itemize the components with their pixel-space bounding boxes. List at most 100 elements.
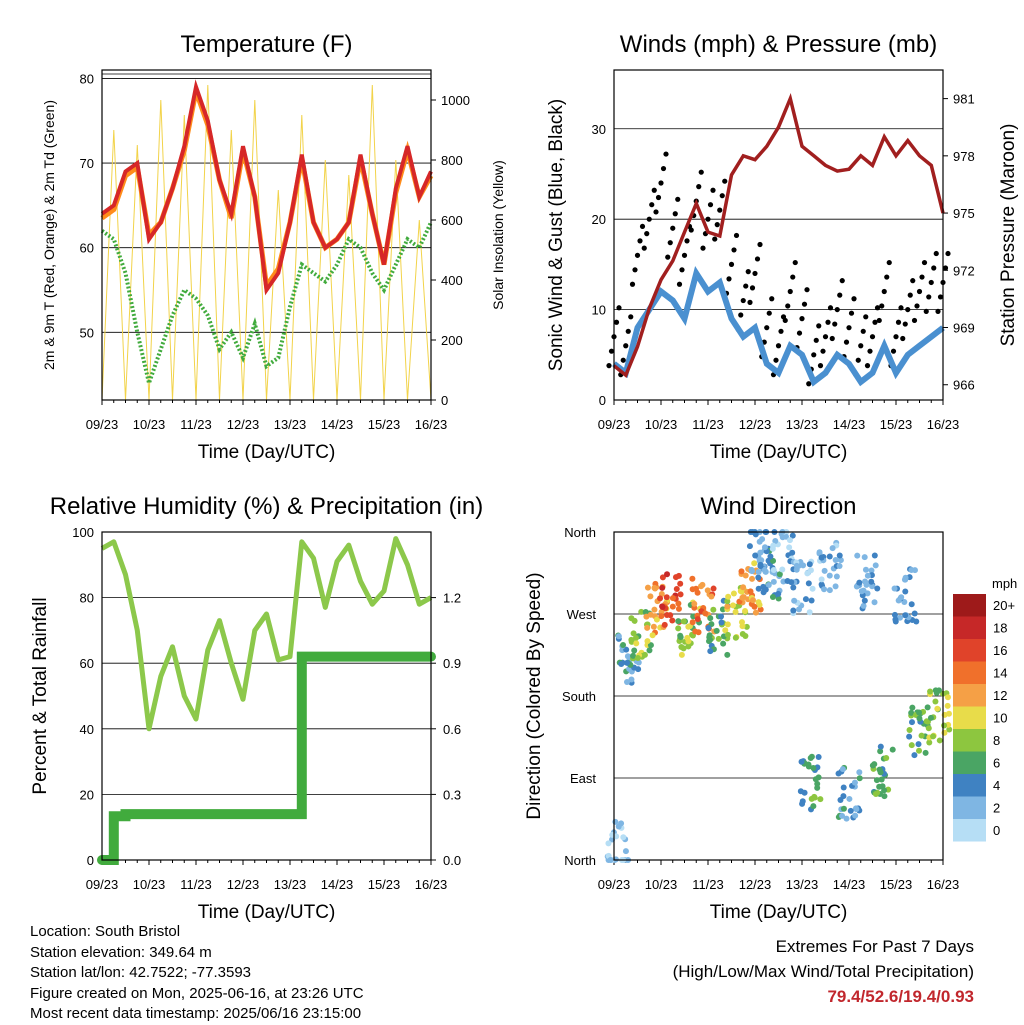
direction-point [653,616,660,623]
gust-point [719,193,725,199]
gust-point [933,250,939,257]
direction-point [694,589,701,596]
direction-point [607,857,614,863]
direction-point [624,659,631,666]
gust-point [834,306,840,313]
direction-point [738,619,745,626]
direction-point [856,769,863,776]
colorbar-swatch [953,819,986,842]
direction-point [615,633,622,640]
direction-point [871,552,878,559]
colorbar-label: 8 [993,733,1000,748]
direction-point [906,726,913,733]
direction-point [715,635,722,642]
colorbar-swatch [953,616,986,639]
gust-point [804,287,810,293]
direction-point [941,729,948,736]
y2-tick-label: 0 [441,393,448,408]
direction-point [916,715,923,722]
direction-point [742,572,749,579]
direction-point [789,532,796,539]
y-tick-label: 10 [592,303,606,318]
direction-point [628,636,635,643]
direction-point [851,779,858,786]
direction-point [720,640,727,647]
y-tick-label: North [564,525,596,540]
y2-tick-label: 978 [953,149,975,164]
gust-point [700,245,706,251]
gust-point [688,227,694,233]
direction-point [651,606,658,613]
direction-point [872,562,879,569]
direction-point [806,609,813,616]
direction-point [675,618,682,625]
direction-point [678,643,685,650]
y2-tick-label: 981 [953,92,975,107]
direction-point [833,573,840,580]
gust-point [625,328,631,334]
gust-point [907,292,913,298]
direction-point [839,766,846,773]
x-axis-label: Time (Day/UTC) [198,902,336,923]
direction-point [808,597,815,604]
gust-point [712,236,718,242]
gust-point [832,321,838,327]
x-tick-label: 16/23 [927,877,960,892]
direction-point [691,600,698,607]
gust-point [829,335,835,342]
direction-point [837,797,844,804]
y2-tick-label: 975 [953,206,975,221]
direction-point [669,603,676,610]
direction-point [724,651,731,658]
y-axis-label: 2m & 9m T (Red, Orange) & 2m Td (Green) [41,100,57,370]
direction-point [902,612,909,619]
x-tick-label: 11/23 [692,877,724,892]
y2-tick-label: 0.9 [443,656,461,671]
plot-border [613,531,944,861]
y2-tick-label: 0.3 [443,787,461,802]
series-2m-temperature [100,79,433,296]
gust-point [747,299,753,305]
direction-point [770,557,777,564]
direction-point [790,584,797,591]
gust-point [785,303,791,309]
gust-point [928,279,934,286]
direction-point [647,593,654,600]
gust-point [900,335,906,342]
direction-point [877,743,884,750]
station-info: Location: South Bristol Station elevatio… [30,922,364,1025]
direction-point [826,572,833,579]
direction-point [761,544,768,551]
gust-point [660,165,667,172]
gust-point [827,305,834,311]
gust-point [858,343,864,349]
series-sonic-wind [612,266,945,387]
direction-point [724,603,731,610]
gust-point [864,363,871,369]
direction-point [732,609,739,616]
panel-title: Winds (mph) & Pressure (mb) [620,31,937,58]
direction-point [702,610,709,617]
gust-point [813,337,819,343]
direction-point [871,599,878,606]
direction-point [877,769,884,776]
direction-point [749,597,756,604]
x-tick-label: 15/23 [880,877,913,892]
direction-point [816,549,823,556]
station-latlon: Station lat/lon: 42.7522; -77.3593 [30,964,252,981]
gust-point [775,343,782,349]
panel-winds: Winds (mph) & Pressure (mb) Time (Day/UTC… [546,31,1019,463]
gust-point [843,339,850,345]
gust-point [801,301,808,307]
gust-point [782,317,788,324]
gust-point [644,231,650,237]
colorbar-swatch [953,684,986,707]
direction-point [807,755,814,762]
gust-point [937,294,944,300]
y-tick-label: 60 [80,656,94,671]
gust-point [769,296,775,302]
direction-point [669,595,676,602]
direction-point [806,561,813,568]
gust-point [825,319,831,325]
